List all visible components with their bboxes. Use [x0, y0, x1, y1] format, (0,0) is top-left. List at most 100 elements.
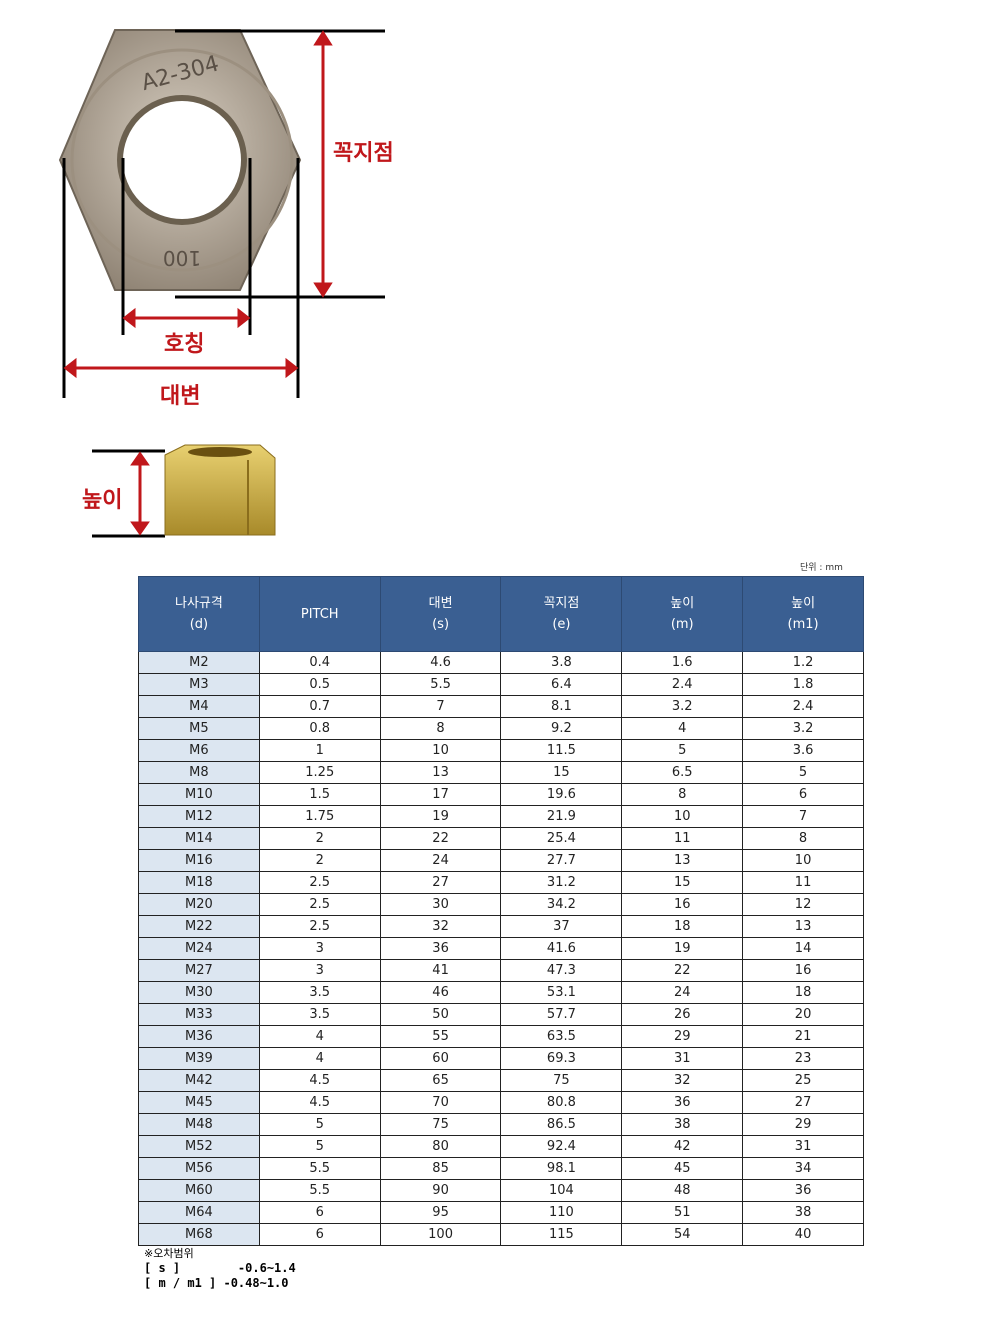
column-header-text: 꼭지점	[543, 596, 580, 611]
table-cell: 12	[742, 893, 864, 916]
table-row: M68 6 100 115 54 40	[138, 1223, 864, 1246]
table-cell: 1.75	[258, 805, 381, 828]
table-cell: 29	[621, 1025, 744, 1048]
table-cell: M2	[138, 651, 260, 674]
table-cell: 8	[742, 827, 864, 850]
table-cell: 7	[379, 695, 502, 718]
column-header-text: 대변	[428, 596, 453, 611]
table-row: M6 1 10 11.5 5 3.6	[138, 739, 864, 762]
nut-marking-bottom: 100	[163, 246, 201, 270]
table-cell: 1	[258, 739, 381, 762]
table-cell: 48	[621, 1179, 744, 1202]
column-header-text: (m1)	[787, 617, 819, 632]
table-cell: 8.1	[500, 695, 623, 718]
table-cell: 3	[258, 937, 381, 960]
table-cell: 5	[621, 739, 744, 762]
table-cell: 110	[500, 1201, 623, 1224]
table-cell: 36	[742, 1179, 864, 1202]
table-cell: M39	[138, 1047, 260, 1070]
table-cell: M20	[138, 893, 260, 916]
table-row: M10 1.5 17 19.6 8 6	[138, 783, 864, 806]
table-cell: 24	[621, 981, 744, 1004]
table-cell: M16	[138, 849, 260, 872]
table-cell: 3.2	[742, 717, 864, 740]
table-cell: M24	[138, 937, 260, 960]
table-cell: 10	[621, 805, 744, 828]
table-cell: 27	[742, 1091, 864, 1114]
table-cell: 95	[379, 1201, 502, 1224]
table-cell: 2.5	[258, 915, 381, 938]
table-row: M24 3 36 41.6 19 14	[138, 937, 864, 960]
table-cell: M18	[138, 871, 260, 894]
table-cell: 14	[742, 937, 864, 960]
table-cell: 80	[379, 1135, 502, 1158]
table-row: M39 4 60 69.3 31 23	[138, 1047, 864, 1070]
table-cell: 3.5	[258, 981, 381, 1004]
table-cell: 38	[621, 1113, 744, 1136]
table-cell: 5	[742, 761, 864, 784]
table-cell: 19	[379, 805, 502, 828]
column-header-text: 나사규격	[174, 596, 223, 611]
table-cell: 34.2	[500, 893, 623, 916]
table-cell: 40	[742, 1223, 864, 1246]
table-row: M48 5 75 86.5 38 29	[138, 1113, 864, 1136]
column-header: 대변 (s)	[379, 576, 502, 652]
table-cell: 80.8	[500, 1091, 623, 1114]
table-cell: 2.5	[258, 893, 381, 916]
column-header: 높이 (m1)	[742, 576, 864, 652]
column-header: PITCH	[258, 576, 381, 652]
table-cell: 1.5	[258, 783, 381, 806]
flat-label: 대변	[160, 384, 201, 409]
table-cell: 23	[742, 1047, 864, 1070]
table-cell: 10	[379, 739, 502, 762]
table-cell: M48	[138, 1113, 260, 1136]
column-header: 꼭지점 (e)	[500, 576, 623, 652]
table-cell: M3	[138, 673, 260, 696]
table-cell: 41	[379, 959, 502, 982]
table-cell: 31.2	[500, 871, 623, 894]
table-cell: 21	[742, 1025, 864, 1048]
table-cell: M22	[138, 915, 260, 938]
table-cell: M52	[138, 1135, 260, 1158]
table-cell: M68	[138, 1223, 260, 1246]
table-cell: 25.4	[500, 827, 623, 850]
table-cell: 27	[379, 871, 502, 894]
note-line: [ s ] -0.6~1.4	[144, 1261, 296, 1275]
table-cell: 3.8	[500, 651, 623, 674]
table-cell: 41.6	[500, 937, 623, 960]
table-cell: 104	[500, 1179, 623, 1202]
table-cell: 38	[742, 1201, 864, 1224]
table-row: M4 0.7 7 8.1 3.2 2.4	[138, 695, 864, 718]
table-cell: 24	[379, 849, 502, 872]
table-cell: 32	[379, 915, 502, 938]
table-row: M18 2.5 27 31.2 15 11	[138, 871, 864, 894]
table-row: M64 6 95 110 51 38	[138, 1201, 864, 1224]
table-cell: 63.5	[500, 1025, 623, 1048]
table-cell: 4	[258, 1047, 381, 1070]
table-cell: 4	[621, 717, 744, 740]
table-cell: 32	[621, 1069, 744, 1092]
table-cell: 22	[621, 959, 744, 982]
table-cell: 34	[742, 1157, 864, 1180]
nut-spec-table: 나사규격 (d) PITCH 대변 (s) 꼭지점 (e) 높이 (m) 높이 (m1) M2 0.4…	[138, 576, 864, 1246]
table-cell: M6	[138, 739, 260, 762]
table-cell: M4	[138, 695, 260, 718]
column-header-text: 높이	[670, 596, 695, 611]
thread-label: 호칭	[164, 332, 205, 357]
table-cell: M60	[138, 1179, 260, 1202]
table-cell: 3	[258, 959, 381, 982]
table-cell: 6.5	[621, 761, 744, 784]
tolerance-notes: ※오차범위 [ s ] -0.6~1.4 [ m / m1 ] -0.48~1.…	[144, 1246, 296, 1291]
height-label: 높이	[82, 488, 123, 513]
table-header-row: 나사규격 (d) PITCH 대변 (s) 꼭지점 (e) 높이 (m) 높이 (m1)	[138, 576, 864, 652]
table-cell: 5.5	[379, 673, 502, 696]
table-cell: 1.2	[742, 651, 864, 674]
table-cell: 22	[379, 827, 502, 850]
table-cell: 5	[258, 1135, 381, 1158]
table-cell: 13	[621, 849, 744, 872]
table-cell: 0.7	[258, 695, 381, 718]
table-cell: 85	[379, 1157, 502, 1180]
table-cell: 1.8	[742, 673, 864, 696]
table-cell: 29	[742, 1113, 864, 1136]
table-cell: 50	[379, 1003, 502, 1026]
